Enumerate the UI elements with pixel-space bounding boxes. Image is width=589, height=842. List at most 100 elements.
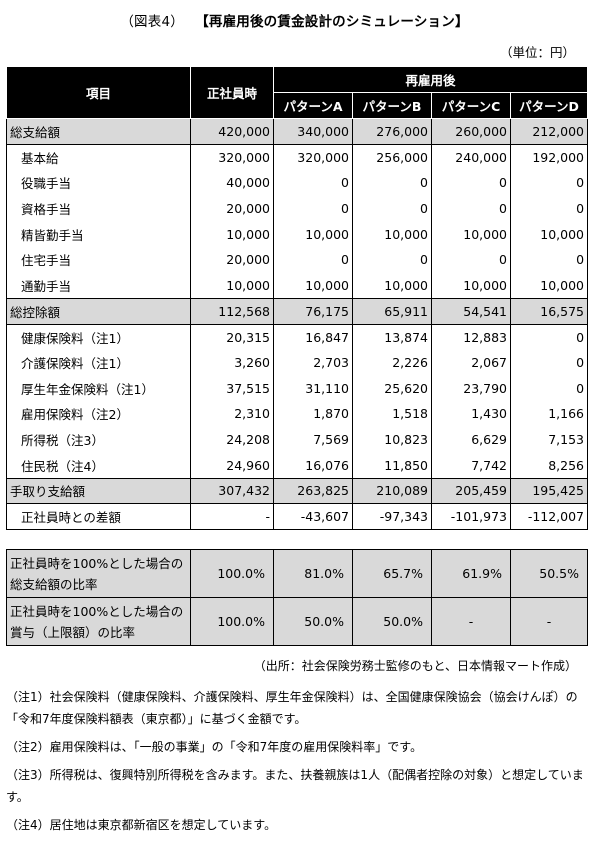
ratio-body: 正社員時を100%とした場合の 総支給額の比率 100.0% 81.0% 65.7% 61…	[6, 549, 588, 646]
table-row: 正社員時との差額 - -43,607 -97,343 -101,973 -112,007	[6, 503, 589, 530]
row-value: 16,575	[509, 297, 589, 325]
table-row: 手取り支給額 307,432 263,825 210,089 205,459 195,42…	[6, 477, 589, 505]
row-value: 320,000	[190, 144, 274, 170]
table-body: 総支給額 420,000 340,000 276,000 260,000 212,000 基…	[6, 118, 589, 530]
ratio-value: 50.0%	[352, 597, 432, 646]
note-2: （注2）雇用保険料は、「一般の事業」の「令和7年度の雇用保険料率」です。	[6, 740, 423, 754]
figure-heading: 【再雇用後の賃金設計のシミュレーション】	[201, 14, 469, 30]
row-label: 役職手当	[6, 169, 191, 196]
row-value: 320,000	[273, 144, 353, 170]
row-label: 住民税（注4）	[6, 452, 191, 479]
row-value: 1,870	[273, 401, 353, 427]
table-row: 精皆勤手当 10,000 10,000 10,000 10,000 10,000	[6, 221, 589, 247]
row-label: 基本給	[6, 144, 191, 170]
row-label: 住宅手当	[6, 246, 191, 273]
row-value: 195,425	[509, 477, 589, 505]
note-3: （注3）所得税は、復興特別所得税を含みます。また、扶養親族は1人（配偶者控除の対…	[6, 768, 584, 804]
row-value: 10,000	[273, 221, 353, 247]
row-label: 正社員時との差額	[6, 503, 191, 530]
salary-table: 項目 正社員時 再雇用後 パターンA パターンB パターンC パターンD 総支給…	[6, 66, 589, 530]
row-label: 資格手当	[6, 195, 191, 222]
ratio-value: -	[510, 597, 588, 646]
note-1: （注1）社会保険料（健康保険料、介護保険料、厚生年金保険料）は、全国健康保険協会…	[6, 690, 578, 726]
row-value: 2,067	[431, 349, 511, 376]
row-value: 7,742	[431, 452, 511, 479]
row-value: 1,166	[509, 401, 589, 427]
row-label: 総控除額	[6, 297, 191, 325]
row-value: 37,515	[190, 375, 274, 402]
row-label: 雇用保険料（注2）	[6, 401, 191, 427]
row-value: -	[190, 503, 274, 530]
row-value: 10,000	[352, 221, 432, 247]
row-label: 所得税（注3）	[6, 426, 191, 453]
row-value: 256,000	[352, 144, 432, 170]
figure-number: （図表4）	[120, 14, 184, 30]
ratio-value: 81.0%	[273, 549, 353, 598]
row-value: 0	[273, 195, 353, 222]
row-value: 263,825	[273, 477, 353, 505]
row-value: 10,000	[509, 221, 589, 247]
row-value: 420,000	[190, 118, 274, 145]
row-value: 240,000	[431, 144, 511, 170]
table-row: 通勤手当 10,000 10,000 10,000 10,000 10,000	[6, 272, 589, 299]
row-value: 0	[509, 349, 589, 376]
ratio-label-line2: 賞与（上限額）の比率	[10, 624, 136, 640]
row-value: 0	[431, 169, 511, 196]
ratio-table: 正社員時を100%とした場合の 総支給額の比率 100.0% 81.0% 65.7% 61…	[6, 549, 588, 646]
row-value: 10,823	[352, 426, 432, 453]
table-row: 住民税（注4） 24,960 16,076 11,850 7,742 8,256	[6, 452, 589, 479]
ratio-label-line2: 総支給額の比率	[10, 576, 98, 592]
row-value: 23,790	[431, 375, 511, 402]
unit-label: （単位：円）	[499, 45, 575, 60]
row-value: 7,569	[273, 426, 353, 453]
row-value: 24,208	[190, 426, 274, 453]
ratio-label: 正社員時を100%とした場合の 総支給額の比率	[6, 549, 191, 598]
row-value: 10,000	[431, 221, 511, 247]
row-value: -112,007	[509, 503, 589, 530]
table-row: 介護保険料（注1） 3,260 2,703 2,226 2,067 0	[6, 349, 589, 376]
row-value: 3,260	[190, 349, 274, 376]
row-value: 1,518	[352, 401, 432, 427]
ratio-label-line1: 正社員時を100%とした場合の	[10, 555, 184, 571]
row-value: 54,541	[431, 297, 511, 325]
header-regular: 正社員時	[190, 66, 274, 119]
figure-title: （図表4） 【再雇用後の賃金設計のシミュレーション】	[0, 10, 589, 30]
row-value: 340,000	[273, 118, 353, 145]
row-value: 65,911	[352, 297, 432, 325]
row-value: 0	[431, 195, 511, 222]
row-value: 112,568	[190, 297, 274, 325]
notes: （注1）社会保険料（健康保険料、介護保険料、厚生年金保険料）は、全国健康保険協会…	[6, 686, 584, 842]
table-row: 住宅手当 20,000 0 0 0 0	[6, 246, 589, 273]
row-value: 0	[509, 324, 589, 350]
row-value: 10,000	[509, 272, 589, 299]
table-row: 総控除額 112,568 76,175 65,911 54,541 16,575	[6, 297, 589, 325]
ratio-value: 50.0%	[273, 597, 353, 646]
row-value: 212,000	[509, 118, 589, 145]
row-value: 2,226	[352, 349, 432, 376]
row-value: 12,883	[431, 324, 511, 350]
row-label: 手取り支給額	[6, 477, 191, 505]
row-label: 総支給額	[6, 118, 191, 145]
row-value: 31,110	[273, 375, 353, 402]
row-value: 10,000	[431, 272, 511, 299]
row-value: 10,000	[190, 221, 274, 247]
row-value: 276,000	[352, 118, 432, 145]
row-value: 7,153	[509, 426, 589, 453]
row-value: 20,000	[190, 195, 274, 222]
row-label: 精皆勤手当	[6, 221, 191, 247]
ratio-row: 正社員時を100%とした場合の 総支給額の比率 100.0% 81.0% 65.7% 61…	[6, 549, 588, 598]
row-value: 25,620	[352, 375, 432, 402]
row-label: 健康保険料（注1）	[6, 324, 191, 350]
row-value: 6,629	[431, 426, 511, 453]
table-row: 雇用保険料（注2） 2,310 1,870 1,518 1,430 1,166	[6, 401, 589, 427]
ratio-value: 100.0%	[190, 597, 274, 646]
row-value: 0	[352, 195, 432, 222]
header-pattern-c: パターンC	[431, 92, 511, 119]
row-value: 20,000	[190, 246, 274, 273]
ratio-value: 65.7%	[352, 549, 432, 598]
row-value: 0	[509, 375, 589, 402]
row-label: 厚生年金保険料（注1）	[6, 375, 191, 402]
row-value: 76,175	[273, 297, 353, 325]
header-pattern-b: パターンB	[352, 92, 432, 119]
ratio-label-line1: 正社員時を100%とした場合の	[10, 603, 184, 619]
